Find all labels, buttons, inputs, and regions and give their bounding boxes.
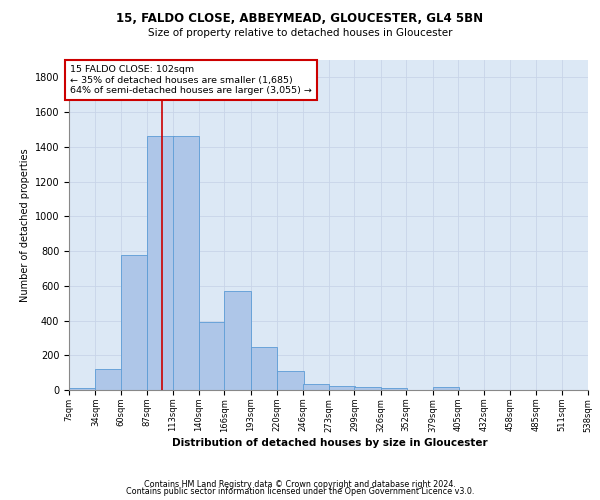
- Bar: [173, 136, 199, 390]
- Bar: [302, 384, 329, 390]
- Bar: [224, 291, 251, 390]
- Bar: [121, 254, 147, 390]
- Bar: [95, 369, 122, 390]
- Text: Distribution of detached houses by size in Gloucester: Distribution of detached houses by size …: [172, 438, 488, 448]
- Bar: [147, 136, 173, 390]
- Text: 15, FALDO CLOSE, ABBEYMEAD, GLOUCESTER, GL4 5BN: 15, FALDO CLOSE, ABBEYMEAD, GLOUCESTER, …: [116, 12, 484, 26]
- Bar: [329, 386, 355, 390]
- Text: Contains public sector information licensed under the Open Government Licence v3: Contains public sector information licen…: [126, 487, 474, 496]
- Text: Size of property relative to detached houses in Gloucester: Size of property relative to detached ho…: [148, 28, 452, 38]
- Bar: [355, 386, 381, 390]
- Text: 15 FALDO CLOSE: 102sqm
← 35% of detached houses are smaller (1,685)
64% of semi-: 15 FALDO CLOSE: 102sqm ← 35% of detached…: [70, 65, 312, 95]
- Bar: [69, 388, 95, 390]
- Y-axis label: Number of detached properties: Number of detached properties: [20, 148, 31, 302]
- Bar: [277, 371, 304, 390]
- Bar: [251, 346, 277, 390]
- Bar: [199, 322, 226, 390]
- Text: Contains HM Land Registry data © Crown copyright and database right 2024.: Contains HM Land Registry data © Crown c…: [144, 480, 456, 489]
- Bar: [381, 388, 407, 390]
- Bar: [433, 388, 459, 390]
